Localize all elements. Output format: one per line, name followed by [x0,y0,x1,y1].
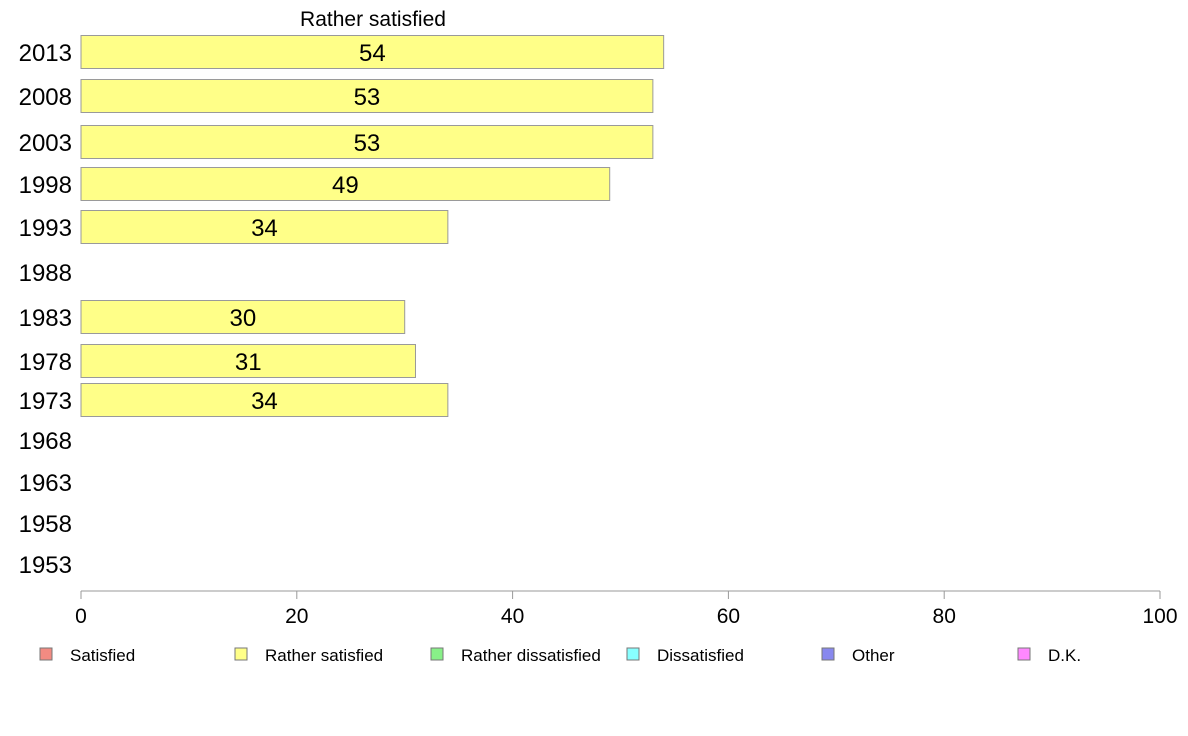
bar-value-label: 30 [229,305,256,332]
bar [80,167,611,201]
bar [80,383,449,417]
bar [80,35,665,69]
x-tick-label: 20 [285,605,308,628]
y-tick-label: 1978 [19,349,72,376]
legend-label: Rather dissatisfied [461,646,601,665]
y-tick-label: 1963 [19,470,72,497]
legend-swatch [430,647,444,661]
x-axis: 0 20 40 60 80 100 [75,590,1178,628]
bar [80,79,654,113]
x-tick-label: 80 [933,605,956,628]
y-tick-label: 1983 [19,305,72,332]
y-tick-label: 1998 [19,172,72,199]
bar [80,125,654,159]
bar-value-label: 53 [354,84,381,111]
bar-value-label: 34 [251,388,278,415]
bar [80,210,449,244]
legend-swatch [39,647,53,661]
legend-label: Rather satisfied [265,646,383,665]
bar [80,344,416,378]
bar-value-label: 31 [235,349,262,376]
bar-value-label: 53 [354,130,381,157]
legend: Satisfied Rather satisfied Rather dissatis… [39,646,1081,665]
bar-rows: 2013 54 2008 53 2003 53 1998 49 1993 34 1988 1983 30… [19,35,665,579]
legend-label: D.K. [1048,646,1081,665]
y-tick-label: 2003 [19,130,72,157]
legend-swatch [821,647,835,661]
legend-label: Satisfied [70,646,135,665]
legend-swatch [234,647,248,661]
legend-label: Dissatisfied [657,646,744,665]
bar-value-label: 54 [359,40,386,67]
y-tick-label: 1953 [19,552,72,579]
x-tick-label: 60 [717,605,740,628]
y-tick-label: 1968 [19,428,72,455]
legend-swatch [626,647,640,661]
chart-title: Rather satisfied [300,8,446,31]
y-tick-label: 1973 [19,388,72,415]
x-tick-label: 100 [1142,605,1177,628]
legend-swatch [1017,647,1031,661]
bar-value-label: 34 [251,215,278,242]
y-tick-label: 1958 [19,511,72,538]
bar-value-label: 49 [332,172,359,199]
x-tick-label: 0 [75,605,87,628]
y-tick-label: 1988 [19,260,72,287]
bar [80,300,406,334]
y-tick-label: 2013 [19,40,72,67]
y-tick-label: 1993 [19,215,72,242]
y-tick-label: 2008 [19,84,72,111]
x-tick-label: 40 [501,605,524,628]
legend-label: Other [852,646,895,665]
